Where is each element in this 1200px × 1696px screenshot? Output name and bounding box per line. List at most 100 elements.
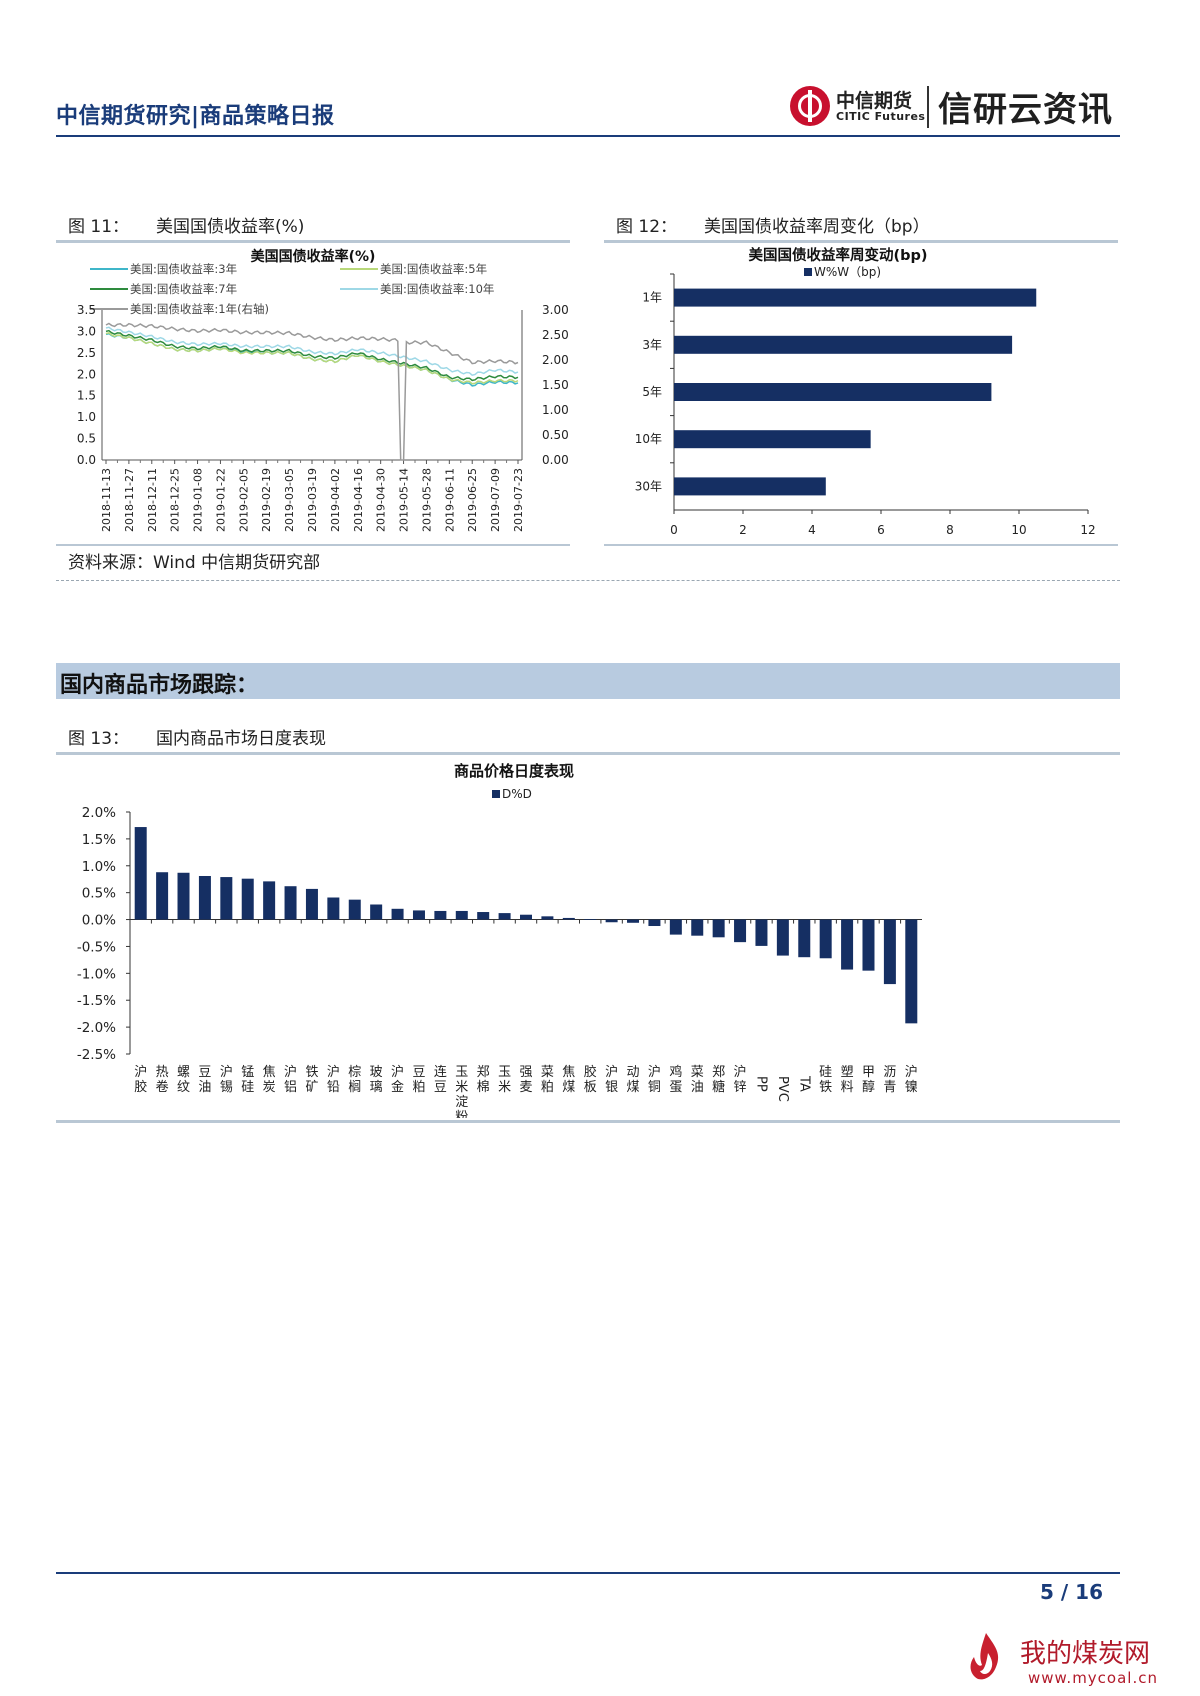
x-tick-label: 2019-06-25 (466, 468, 479, 532)
x-tick-label: 2019-04-02 (329, 468, 342, 532)
bar (605, 919, 618, 923)
bar (134, 827, 147, 920)
x-tick-label: 锰硅 (241, 1065, 254, 1095)
y2-tick-label: 0.50 (542, 428, 569, 442)
fig12-label: 图 12： (616, 217, 678, 237)
x-tick-label: 热卷 (156, 1065, 169, 1095)
x-tick-label: 2019-04-30 (375, 468, 388, 532)
x-tick-label: 豆油 (198, 1065, 211, 1095)
x-tick-label: 菜油 (691, 1065, 704, 1095)
bar (562, 917, 575, 920)
fig12-caption: 图 12： 美国国债收益率周变化（bp） (616, 212, 930, 237)
x-tick-label: 4 (808, 523, 816, 537)
x-tick-label: 2019-05-14 (398, 468, 411, 532)
legend-label: 美国:国债收益率:1年(右轴) (130, 302, 269, 316)
x-tick-label: 沪锌 (734, 1064, 747, 1095)
x-tick-label: 螺纹 (177, 1065, 190, 1095)
fig13-label: 图 13： (68, 729, 130, 749)
fig11-rule-top (56, 240, 570, 243)
legend-label: D%D (502, 787, 532, 801)
x-tick-label: 2019-03-05 (283, 468, 296, 532)
x-tick-label: 沪镍 (905, 1064, 918, 1095)
x-tick-label: 2018-11-13 (100, 468, 113, 532)
x-tick-label: 2 (739, 523, 747, 537)
fig11-label: 图 11： (68, 217, 130, 237)
y2-tick-label: 2.50 (542, 328, 569, 342)
fig12-rule-bottom (604, 544, 1118, 546)
y-tick-label: 10年 (635, 432, 662, 446)
bar (776, 919, 789, 956)
y2-tick-label: 3.00 (542, 303, 569, 317)
fig11-chart-title: 美国国债收益率(%) (251, 248, 376, 265)
y-tick-label: 1.0 (77, 410, 96, 424)
bar (584, 919, 597, 920)
bar (674, 430, 871, 449)
watermark-text: 我的煤炭网 (1020, 1639, 1151, 1669)
bar (883, 919, 896, 985)
x-tick-label: 2019-01-08 (192, 468, 205, 532)
x-tick-label: 沪胶 (134, 1064, 147, 1095)
x-tick-label: 2019-03-19 (306, 468, 319, 532)
x-tick-label: 8 (946, 523, 954, 537)
fig11-rule-bottom (56, 544, 570, 546)
x-tick-label: 沪金 (391, 1064, 404, 1095)
legend-label: 美国:国债收益率:10年 (380, 282, 494, 296)
bar (734, 919, 747, 943)
bar (498, 913, 511, 920)
x-tick-label: 铁矿 (305, 1065, 318, 1095)
bar (841, 919, 854, 970)
watermark-logo: 我的煤炭网 www.mycoal.cn (960, 1625, 1200, 1695)
header-rule (56, 135, 1120, 137)
bar (669, 919, 682, 935)
fig13-caption: 图 13： 国内商品市场日度表现 (68, 724, 326, 749)
logo-cn: 中信期货 (836, 90, 913, 112)
x-tick-label: PVC (775, 1076, 790, 1102)
bar (819, 919, 832, 959)
x-tick-label: 2018-11-27 (123, 468, 136, 532)
section-title: 国内商品市场跟踪： (60, 673, 259, 698)
x-tick-label: 胶板 (584, 1064, 597, 1095)
x-tick-label: 焦炭 (263, 1065, 276, 1095)
x-tick-label: 甲醇 (862, 1065, 875, 1095)
y-tick-label: 2.0% (82, 805, 116, 821)
y2-tick-label: 2.00 (542, 353, 569, 367)
citic-logo-icon (790, 86, 830, 126)
bar (434, 910, 447, 920)
y-tick-label: 1.5 (77, 389, 96, 403)
x-tick-label: 沥青 (883, 1065, 896, 1095)
bar (520, 914, 532, 920)
fig11-chart: 美国国债收益率(%) 美国:国债收益率:3年 美国:国债收益率:5年美国:国债收益率… (77, 248, 569, 532)
logo-en: CITIC Futures (836, 110, 926, 123)
bar (674, 383, 992, 401)
bar (674, 288, 1037, 307)
bar (370, 904, 383, 920)
x-tick-label: 2019-05-28 (420, 468, 433, 532)
y-tick-label: -2.0% (77, 1020, 116, 1036)
y-tick-label: -1.0% (77, 966, 116, 982)
y-tick-label: 0.0% (82, 913, 116, 929)
source-note: 资料来源：Wind 中信期货研究部 (68, 553, 321, 573)
y-tick-label: -1.5% (77, 993, 116, 1009)
series-line (105, 326, 519, 377)
brand-name: 信研云资讯 (938, 90, 1113, 130)
y-tick-label: 0.5 (77, 432, 96, 446)
bar (862, 919, 875, 971)
fig13-rule-bottom (56, 1120, 1120, 1123)
bar (156, 872, 169, 920)
y-tick-label: 5年 (642, 385, 662, 399)
legend-label: W%W（bp) (814, 265, 881, 279)
fig13-chart-title: 商品价格日度表现 (454, 762, 574, 780)
x-tick-label: 玻璃 (370, 1065, 383, 1095)
x-tick-label: 焦煤 (562, 1065, 575, 1095)
watermark-url: www.mycoal.cn (1028, 1669, 1158, 1687)
bar (648, 919, 661, 927)
x-tick-label: 连豆 (434, 1064, 447, 1095)
x-tick-label: 菜粕 (541, 1065, 554, 1095)
x-tick-label: 棕榈 (348, 1065, 361, 1095)
y2-tick-label: 0.00 (542, 453, 569, 467)
x-tick-label: 2018-12-25 (169, 468, 182, 532)
report-title: 中信期货研究|商品策略日报 (56, 104, 335, 129)
section-header: 国内商品市场跟踪： (56, 663, 1120, 699)
fig11-title: 美国国债收益率(%) (156, 217, 305, 237)
y2-tick-label: 1.00 (542, 403, 569, 417)
